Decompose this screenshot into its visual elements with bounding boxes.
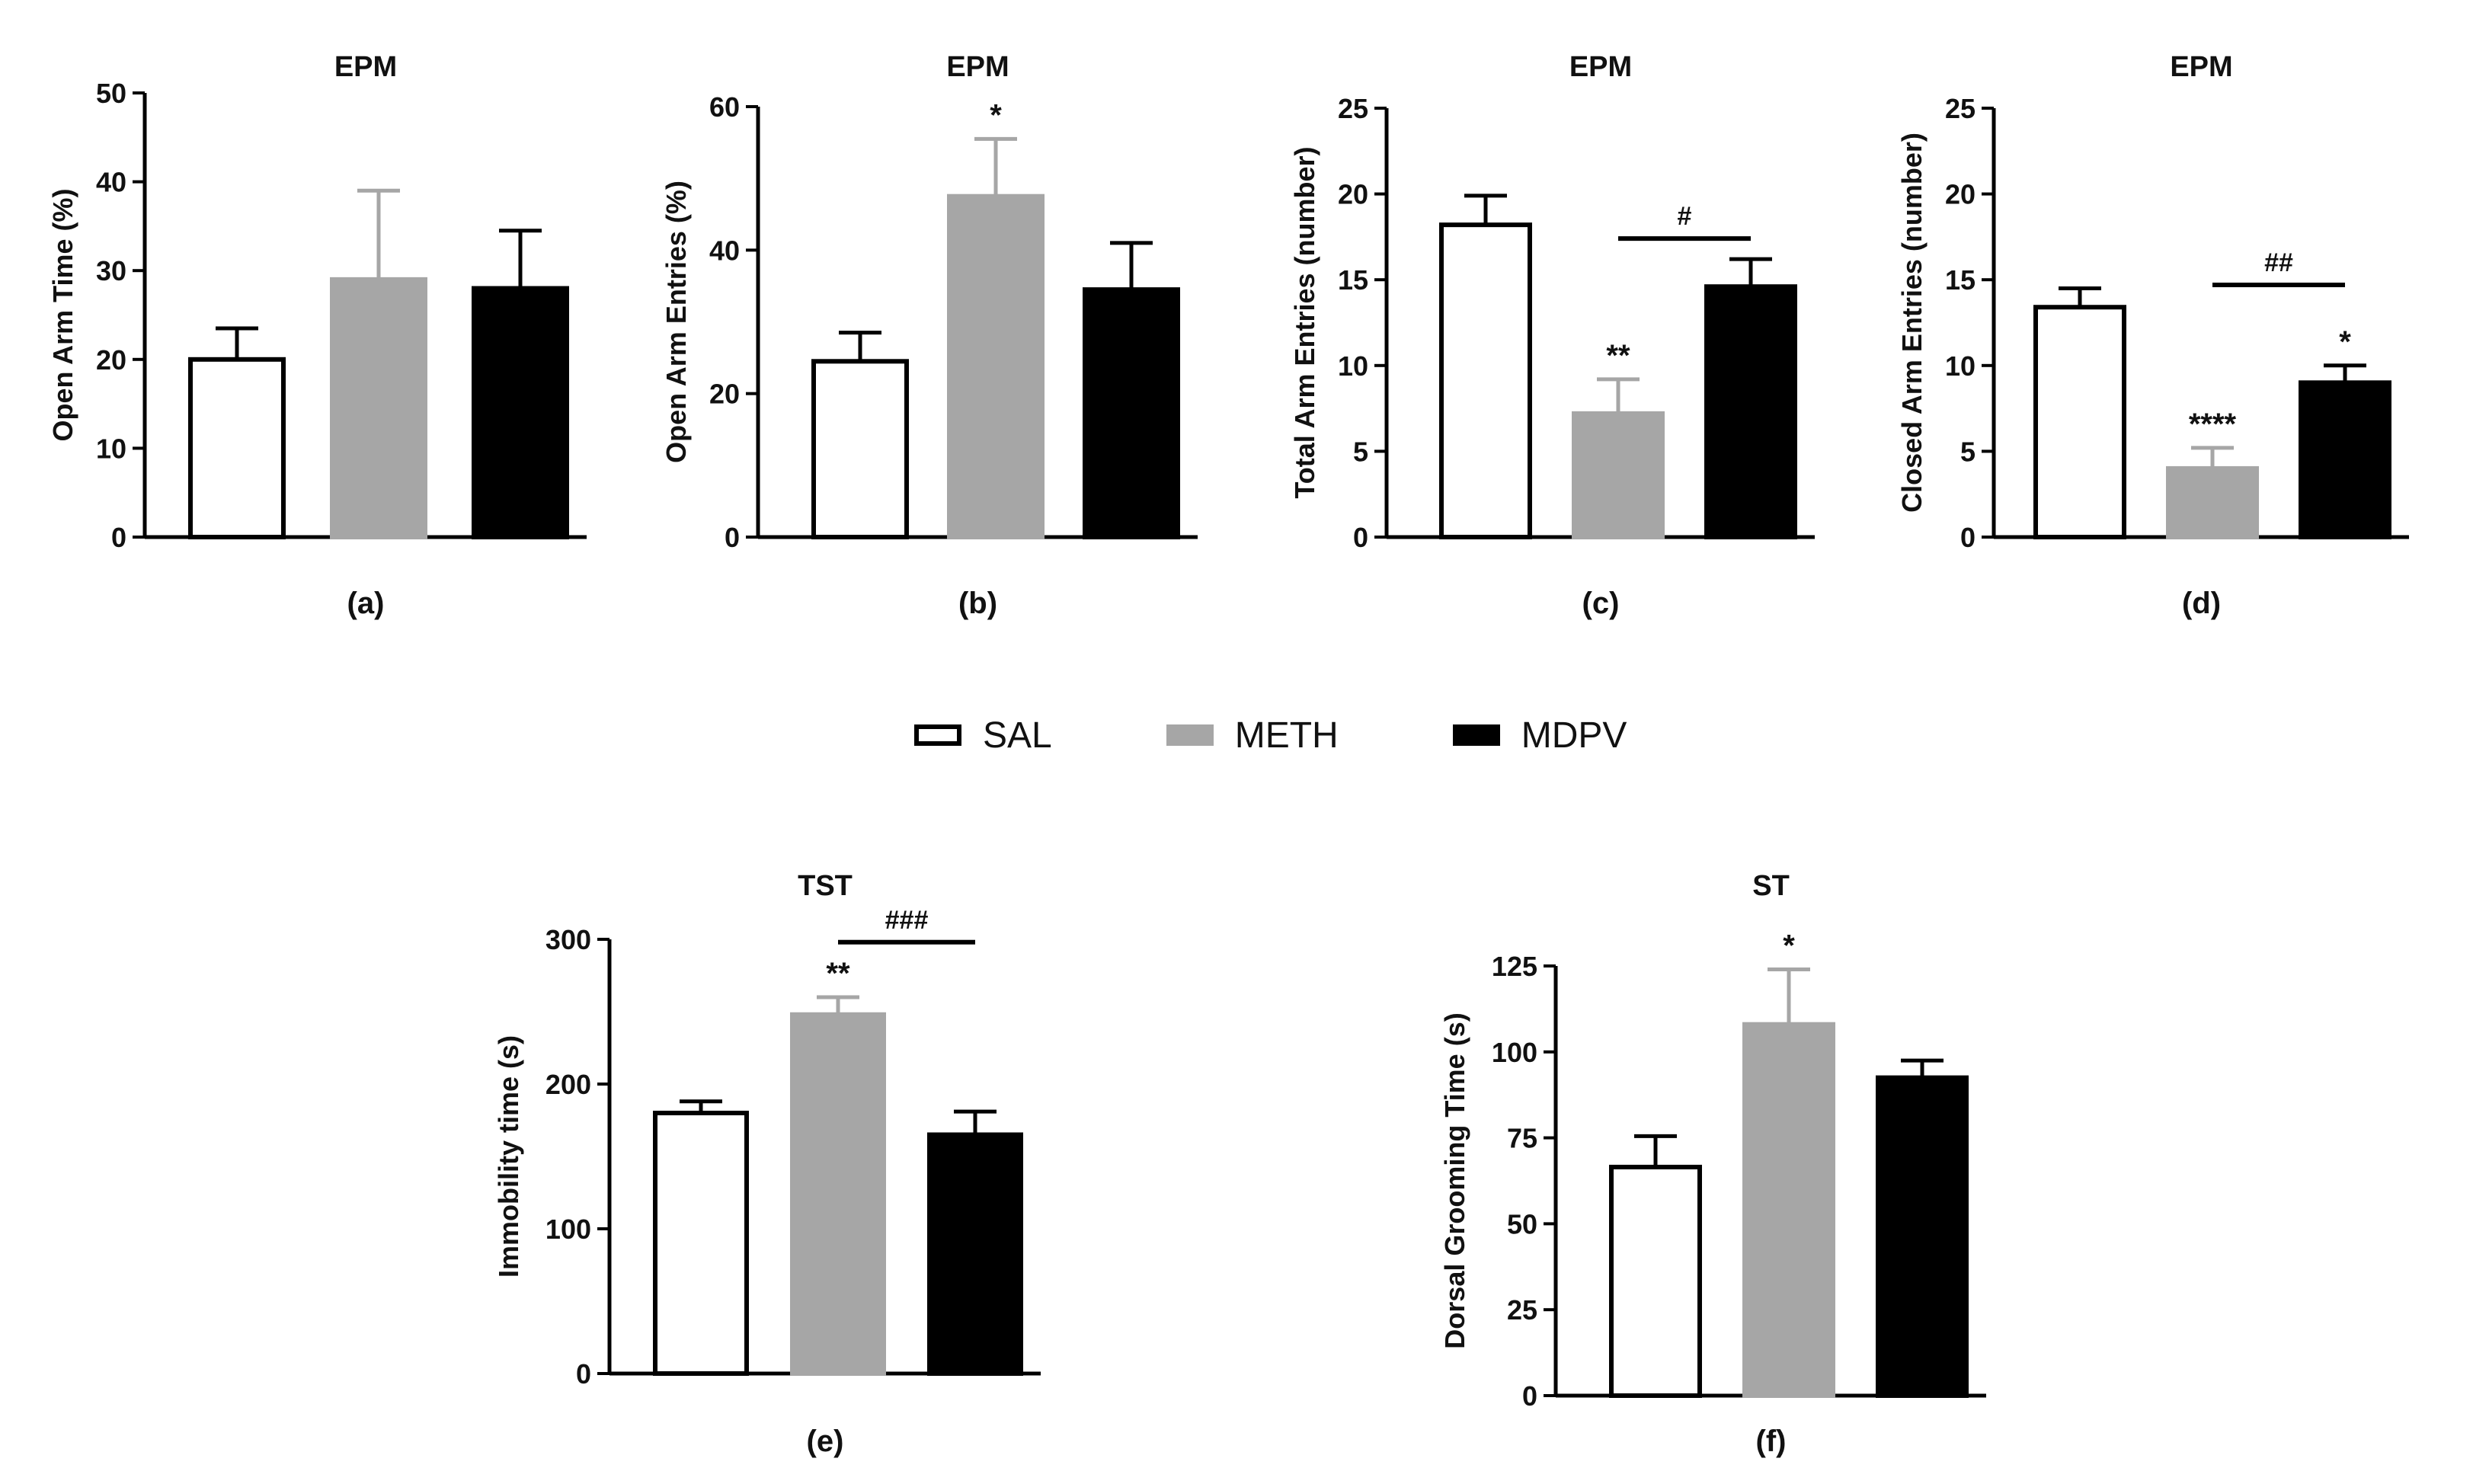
panel-c-panel-label: (c) [1582, 587, 1620, 620]
legend-label-meth: METH [1234, 715, 1339, 756]
panel-a-bar-sal [188, 357, 286, 539]
panel-a-y-tick-label: 50 [96, 78, 126, 109]
panel-c-bar-meth [1572, 411, 1665, 540]
legend-item-sal: SAL [914, 715, 1052, 756]
panel-d-comparison-label: ## [2264, 248, 2293, 277]
panel-c-bar-sal [1439, 222, 1532, 539]
panel-f-y-tick-label: 0 [1522, 1380, 1537, 1412]
panel-d-title: EPM [2170, 51, 2232, 83]
panel-d-y-tick-label: 5 [1960, 436, 1976, 467]
panel-a-y-tick-label: 30 [96, 255, 126, 286]
panel-d-y-tick-label: 10 [1945, 350, 1976, 382]
panel-a-bar-meth [330, 277, 427, 539]
panel-b-panel-label: (b) [958, 587, 997, 620]
panel-a-y-tick-label: 40 [96, 167, 126, 198]
panel-d-y-tick-label: 15 [1945, 264, 1976, 296]
panel-d-y-tick-label: 0 [1960, 522, 1976, 553]
panel-c-y-tick-label: 5 [1353, 436, 1368, 467]
panel-b-bar-sal [811, 359, 909, 539]
panel-c-y-tick-label: 10 [1338, 350, 1368, 382]
legend-item-mdpv: MDPV [1452, 715, 1627, 756]
legend-item-meth: METH [1166, 715, 1339, 756]
panel-b-y-tick-label: 60 [709, 91, 740, 123]
panel-e-y-tick-label: 300 [545, 924, 591, 955]
panel-d-bar-mdpv [2299, 380, 2391, 539]
panel-c-significance-meth: ** [1606, 339, 1630, 373]
panel-d-y-label: Closed Arm Entries (number) [1896, 133, 1928, 513]
panel-f-title: ST [1752, 870, 1790, 902]
panel-f-y-label: Dorsal Grooming Time (s) [1439, 1012, 1470, 1348]
panel-c-title: EPM [1569, 51, 1632, 83]
panel-a-panel-label: (a) [347, 587, 385, 620]
panel-b-y-tick-label: 0 [725, 522, 740, 553]
panel-f-y-tick-label: 100 [1492, 1037, 1537, 1068]
panel-a-bar-mdpv [472, 286, 569, 539]
panel-c-y-tick-label: 15 [1338, 264, 1368, 296]
panel-f-y-tick-label: 75 [1507, 1123, 1537, 1154]
panel-b-significance-meth: * [990, 98, 1002, 132]
panel-f-bar-meth [1742, 1022, 1835, 1398]
panel-a-y-tick-label: 20 [96, 344, 126, 376]
legend-swatch-sal [914, 724, 961, 746]
panel-b-bar-mdpv [1083, 287, 1180, 539]
panel-b-title: EPM [946, 51, 1009, 83]
panel-c-y-tick-label: 0 [1353, 522, 1368, 553]
panel-a-title: EPM [334, 51, 397, 83]
panel-a-y-tick-label: 0 [111, 522, 126, 553]
panel-e-y-tick-label: 200 [545, 1069, 591, 1100]
panel-b-y-label: Open Arm Entries (%) [661, 181, 692, 463]
panel-c-bar-mdpv [1704, 284, 1797, 539]
panel-a-y-label: Open Arm Time (%) [47, 188, 78, 441]
panel-d-bar-meth [2166, 465, 2259, 539]
legend-swatch-mdpv [1452, 724, 1500, 746]
panel-d-significance-mdpv: * [2339, 325, 2351, 359]
panel-e-bar-mdpv [927, 1132, 1023, 1376]
panel-d-bar-sal [2033, 305, 2126, 539]
panel-f-y-tick-label: 50 [1507, 1208, 1537, 1239]
legend-swatch-meth [1166, 724, 1214, 746]
panel-c-y-label: Total Arm Entries (number) [1289, 146, 1320, 498]
panel-e-bar-meth [790, 1012, 886, 1377]
panel-e-y-tick-label: 100 [545, 1214, 591, 1245]
panel-e-y-tick-label: 0 [576, 1358, 591, 1390]
panel-f-significance-meth: * [1783, 929, 1795, 963]
panel-a-y-tick-label: 10 [96, 433, 126, 464]
panel-f-y-tick-label: 25 [1507, 1294, 1537, 1326]
panel-e-y-label: Immobility time (s) [493, 1035, 524, 1278]
panel-f-bar-mdpv [1876, 1075, 1969, 1398]
panel-c-y-tick-label: 25 [1338, 93, 1368, 124]
panel-e-significance-meth: ** [826, 957, 850, 990]
panel-d-y-tick-label: 20 [1945, 179, 1976, 210]
panel-b-y-tick-label: 20 [709, 379, 740, 410]
panel-c-y-tick-label: 20 [1338, 179, 1368, 210]
panel-e-panel-label: (e) [807, 1425, 844, 1458]
panel-f-panel-label: (f) [1756, 1425, 1787, 1458]
panel-c-comparison-label: # [1678, 202, 1692, 231]
legend-label-mdpv: MDPV [1521, 715, 1627, 756]
panel-d-significance-meth: **** [2189, 408, 2237, 441]
legend: SAL METH MDPV [914, 708, 1741, 762]
panel-f-y-tick-label: 125 [1492, 951, 1537, 982]
panel-e-bar-sal [653, 1111, 749, 1376]
legend-label-sal: SAL [983, 715, 1052, 756]
panel-b-y-tick-label: 40 [709, 235, 740, 266]
panel-e-comparison-label: ### [885, 906, 929, 935]
panel-f-bar-sal [1609, 1164, 1702, 1399]
panel-d-y-tick-label: 25 [1945, 93, 1976, 124]
panel-b-bar-meth [947, 193, 1045, 539]
panel-d-panel-label: (d) [2182, 587, 2221, 620]
panel-e-title: TST [798, 870, 853, 902]
